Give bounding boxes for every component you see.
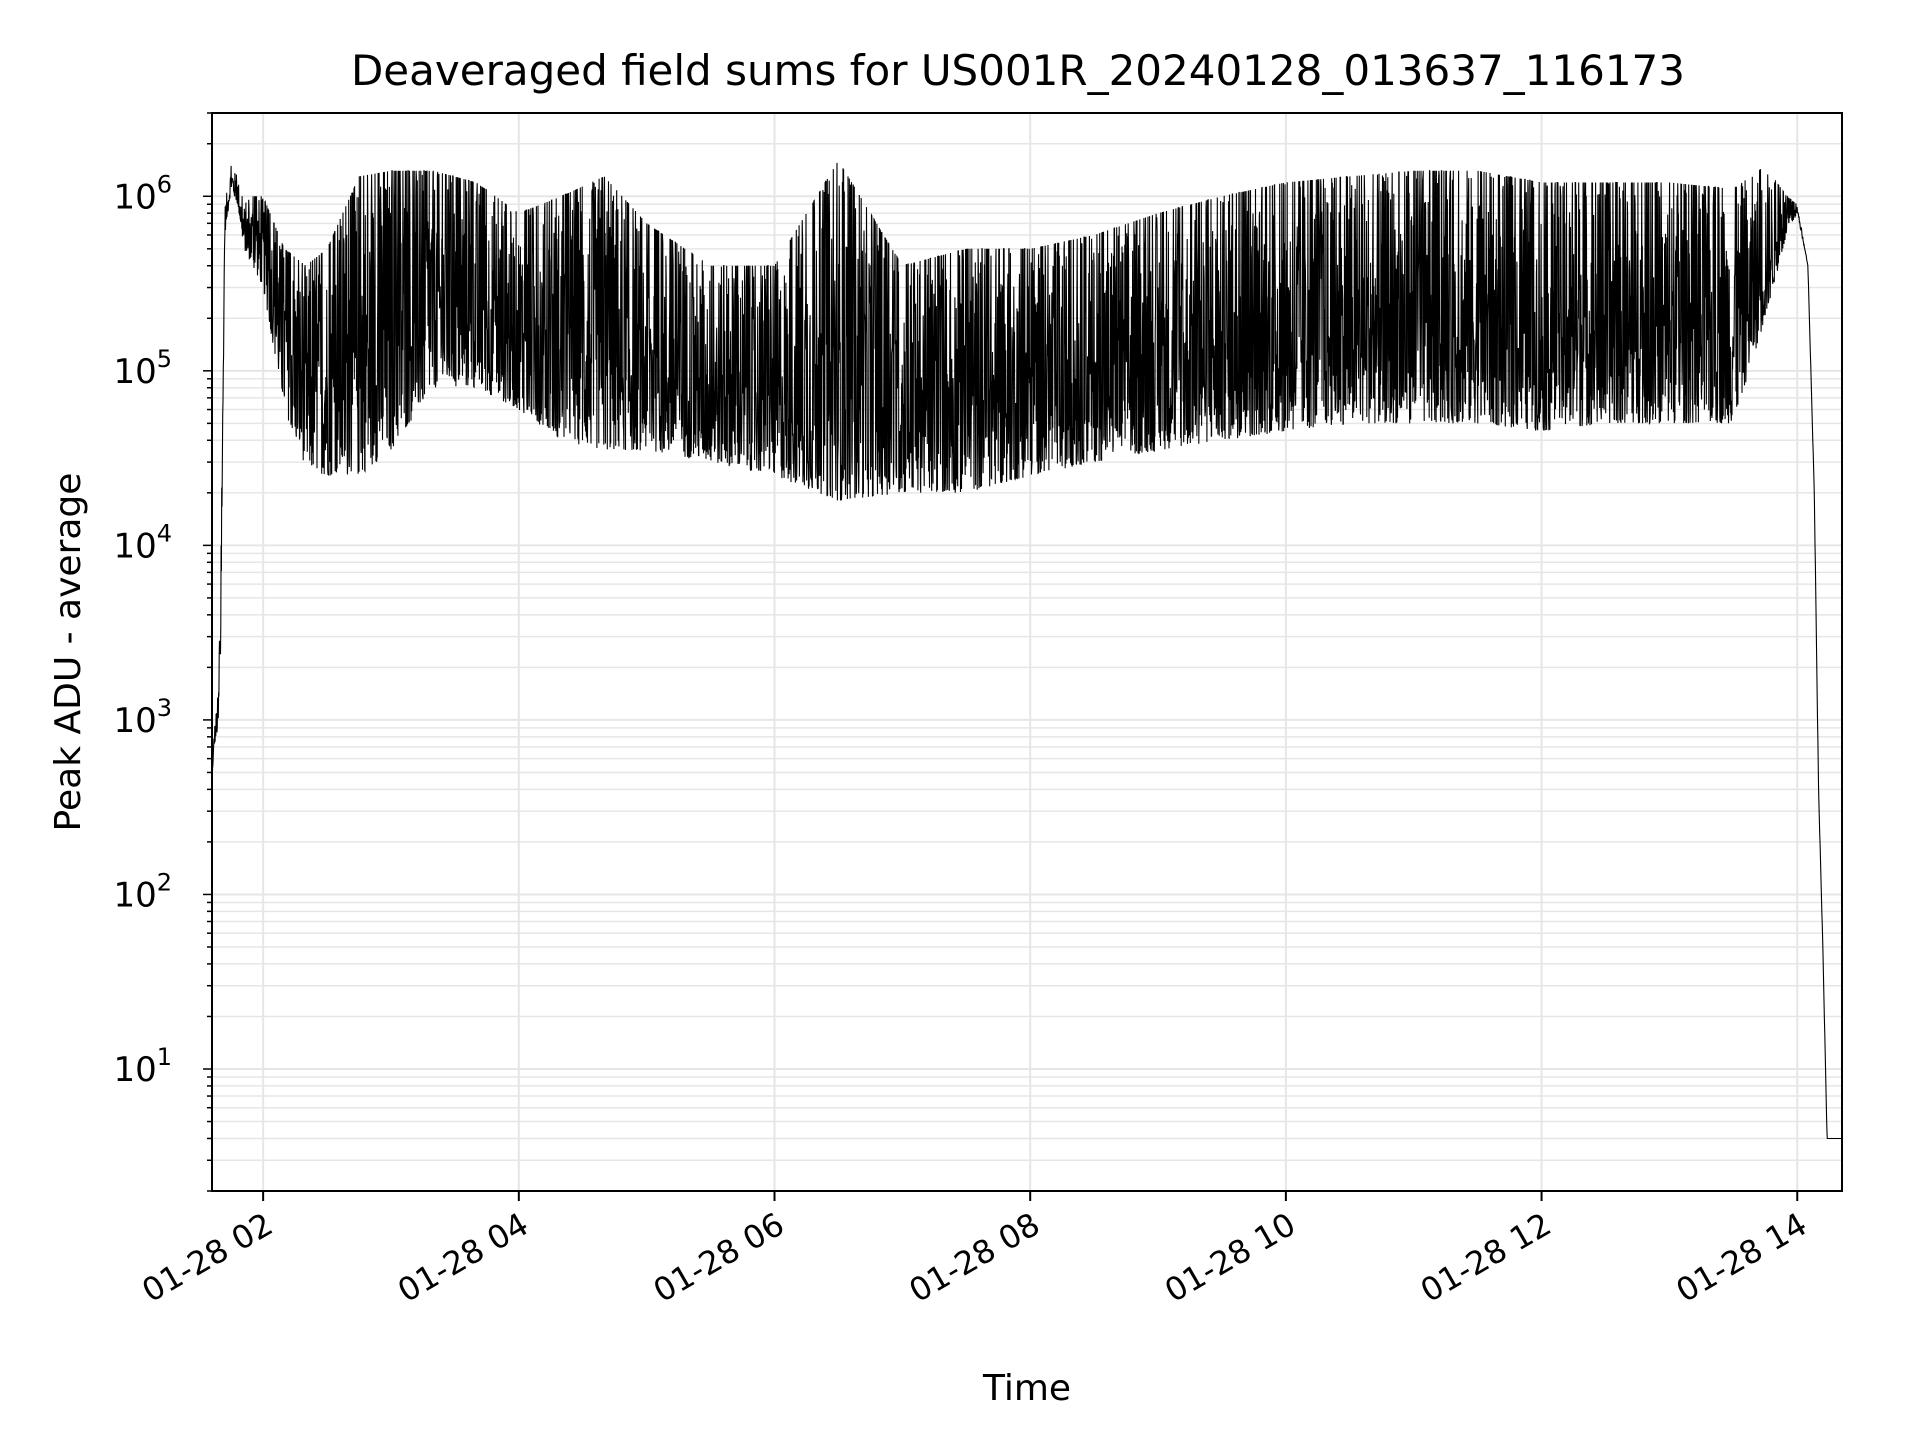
x-tick-label: 01-28 12 [1414, 1205, 1558, 1310]
chart-title: Deaveraged field sums for US001R_2024012… [351, 46, 1685, 95]
x-tick-label: 01-28 08 [903, 1205, 1047, 1310]
plot-frame [211, 112, 1843, 1192]
y-tick-label: 104 [113, 519, 172, 566]
x-axis: 01-28 02 01-28 04 01-28 06 01-28 08 01-28 10… [136, 1191, 1814, 1310]
y-tick-label: 105 [113, 345, 172, 392]
x-axis-label: Time [982, 1368, 1071, 1409]
y-tick-label: 106 [113, 170, 172, 217]
y-axis-label: Peak ADU - average [48, 473, 89, 832]
x-tick-label: 01-28 10 [1158, 1205, 1302, 1310]
x-tick-label: 01-28 06 [647, 1205, 791, 1310]
y-tick-label: 102 [113, 868, 172, 915]
x-tick-label: 01-28 14 [1670, 1205, 1814, 1310]
series-line [211, 162, 1842, 1140]
y-axis: 101 102 103 104 105 106 [113, 112, 212, 1192]
y-tick-label: 101 [113, 1043, 172, 1090]
y-tick-label: 103 [113, 694, 172, 741]
x-tick-label: 01-28 04 [391, 1205, 535, 1310]
x-tick-label: 01-28 02 [136, 1205, 280, 1310]
series-layer [211, 162, 1842, 1140]
